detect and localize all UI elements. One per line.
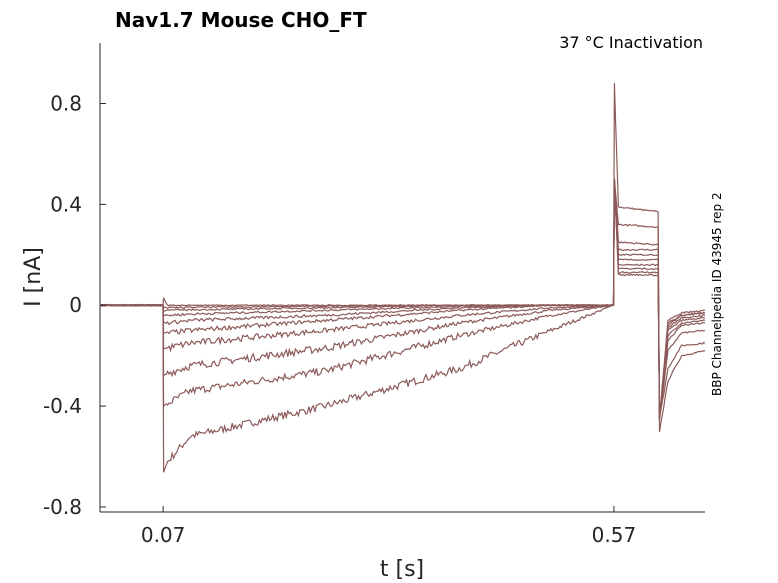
y-tick-label: 0.4 bbox=[50, 192, 82, 216]
trace-line bbox=[99, 83, 706, 473]
x-tick-label: 0.57 bbox=[592, 523, 637, 547]
y-tick-label: -0.8 bbox=[43, 495, 82, 519]
condition-annotation: 37 °C Inactivation bbox=[559, 33, 703, 52]
chart-title: Nav1.7 Mouse CHO_FT bbox=[115, 8, 367, 32]
side-label: BBP Channelpedia ID 43945 rep 2 bbox=[710, 192, 724, 396]
trace-line bbox=[100, 179, 706, 419]
y-tick-label: -0.4 bbox=[43, 394, 82, 418]
y-tick-label: 0 bbox=[69, 293, 82, 317]
y-axis-label: I [nA] bbox=[21, 247, 46, 307]
x-axis-label: t [s] bbox=[380, 557, 424, 582]
y-tick-label: 0.8 bbox=[50, 92, 82, 116]
x-tick-label: 0.07 bbox=[141, 523, 186, 547]
